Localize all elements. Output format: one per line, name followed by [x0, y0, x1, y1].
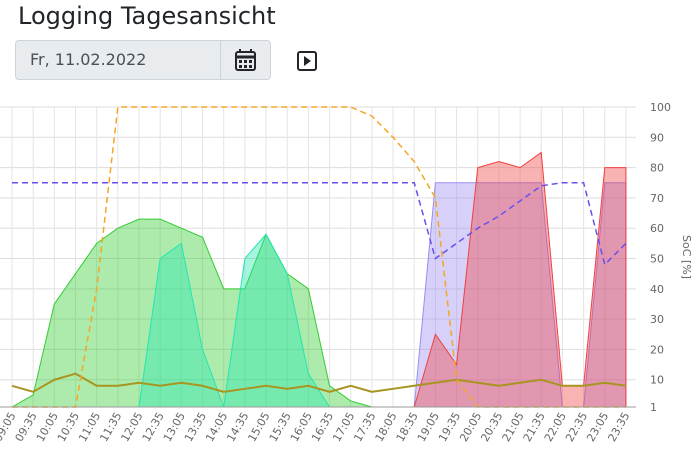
y-tick-label: 60 [650, 222, 664, 235]
date-input[interactable]: Fr, 11.02.2022 [15, 40, 221, 80]
series-line [12, 182, 627, 267]
page-title: Logging Tagesansicht [18, 2, 276, 30]
series-line [11, 372, 627, 393]
y-tick-label: 50 [650, 253, 664, 266]
y-tick-label: 80 [650, 162, 664, 175]
y-tick-label: 30 [650, 313, 664, 326]
play-icon [297, 51, 317, 71]
play-button[interactable] [295, 50, 319, 72]
y-axis-title: SoC [%] [680, 235, 693, 279]
calendar-button[interactable] [221, 40, 271, 80]
x-tick-label: 23:35 [605, 410, 632, 444]
y-tick-label: 40 [650, 283, 664, 296]
y-tick-label: 10 [650, 374, 664, 387]
y-tick-label: 90 [650, 131, 664, 144]
y-tick-label: 1 [650, 401, 657, 414]
y-tick-label: 20 [650, 343, 664, 356]
y-tick-label: 100 [650, 101, 671, 114]
calendar-icon [235, 49, 256, 71]
y-tick-label: 70 [650, 192, 664, 205]
